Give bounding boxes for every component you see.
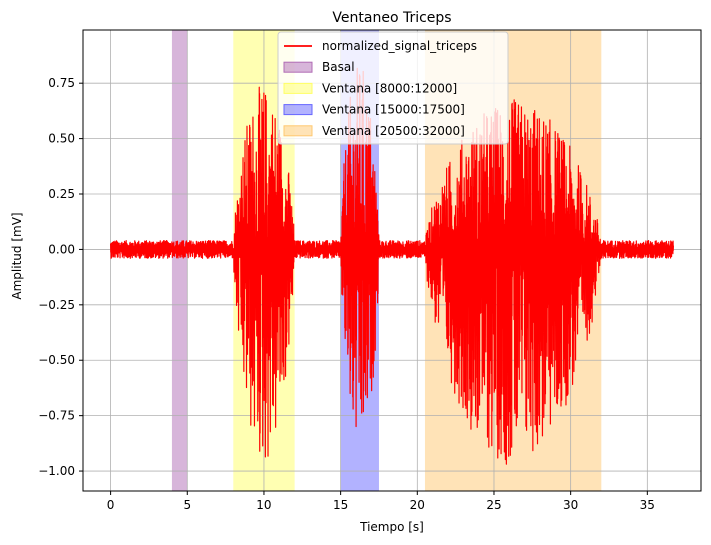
x-tick-label-4: 20 — [410, 498, 425, 512]
x-axis-label: Tiempo [s] — [359, 520, 424, 534]
chart-title: Ventaneo Triceps — [332, 10, 451, 26]
span-0 — [171, 30, 188, 491]
legend-label-1: Basal — [322, 60, 355, 74]
legend-patch-swatch-4 — [283, 125, 313, 137]
axes-layer — [82, 29, 702, 492]
y-tick-label-0: −1.00 — [38, 464, 75, 478]
legend-label-4: Ventana [20500:32000] — [322, 124, 465, 138]
y-tick-label-7: 0.75 — [48, 76, 75, 90]
y-tick-label-6: 0.50 — [48, 132, 75, 146]
y-tick-label-1: −0.75 — [38, 409, 75, 423]
signal-layer — [110, 67, 674, 465]
x-tick-label-5: 25 — [486, 498, 501, 512]
legend-label-3: Ventana [15000:17500] — [322, 103, 465, 117]
x-tick-label-7: 35 — [640, 498, 655, 512]
x-tick-label-6: 30 — [563, 498, 578, 512]
y-tick-label-2: −0.50 — [38, 353, 75, 367]
x-ticks: 0 5 10 15 20 25 30 35 — [107, 491, 655, 512]
x-tick-label-1: 5 — [183, 498, 191, 512]
x-tick-label-2: 10 — [256, 498, 271, 512]
legend-label-0: normalized_signal_triceps — [322, 39, 477, 53]
signal-line — [110, 67, 674, 465]
legend-label-2: Ventana [8000:12000] — [322, 81, 457, 95]
legend-patch-swatch-2 — [283, 82, 313, 94]
y-tick-label-5: 0.25 — [48, 187, 75, 201]
y-tick-label-3: −0.25 — [38, 298, 75, 312]
x-tick-label-0: 0 — [107, 498, 115, 512]
y-tick-label-4: 0.00 — [48, 242, 75, 256]
y-axis-label: Amplitud [mV] — [10, 212, 24, 299]
legend-patch-swatch-1 — [283, 61, 313, 73]
legend: normalized_signal_triceps Basal Ventana [8… — [277, 31, 509, 145]
x-tick-label-3: 15 — [333, 498, 348, 512]
y-ticks: −1.00 −0.75 −0.50 −0.25 0.00 0.25 0.50 0.75 — [38, 76, 83, 478]
axes-frame — [82, 29, 702, 492]
legend-box — [277, 31, 509, 145]
legend-patch-swatch-3 — [283, 104, 313, 116]
